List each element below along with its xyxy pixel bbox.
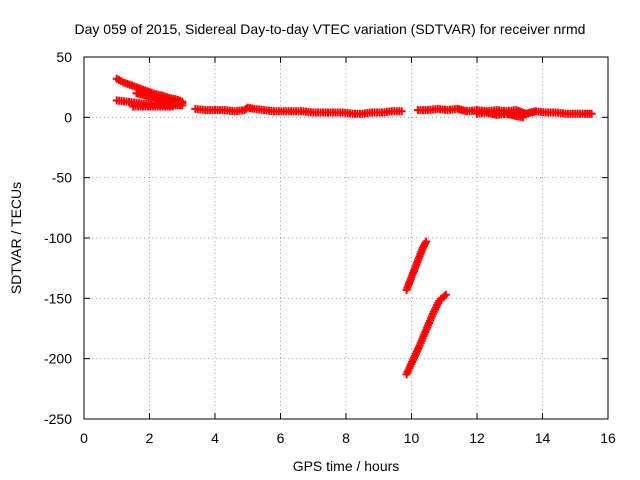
data-point [518,113,527,122]
series-arc-5 [191,103,406,118]
y-tick-label: -100 [44,230,72,246]
axis-ticks: 0 2 4 6 8 10 12 14 16 50 0 -50 -100 -150 -200 -250 [44,49,616,446]
series-descent-2 [402,290,450,379]
x-tick-label: 6 [277,430,285,446]
x-axis-label: GPS time / hours [293,458,400,474]
data-point [397,107,406,116]
data-point [178,98,187,107]
data-point [587,109,596,118]
x-tick-label: 4 [211,430,219,446]
x-tick-label: 14 [535,430,551,446]
x-tick-label: 8 [342,430,350,446]
y-tick-label: -250 [44,411,72,427]
x-tick-label: 0 [80,430,88,446]
data-point [440,292,449,301]
plot-frame [83,56,609,420]
y-tick-label: -50 [52,170,72,186]
data-points [112,74,596,379]
y-axis-label: SDTVAR / TECUs [8,182,24,294]
y-tick-label: 0 [64,109,72,125]
series-arc-4 [132,89,187,107]
series-descent-1 [402,237,431,294]
series-arc-7 [473,108,527,122]
x-tick-label: 10 [404,430,420,446]
y-tick-label: -150 [44,290,72,306]
y-tick-label: -200 [44,351,72,367]
x-tick-label: 2 [146,430,154,446]
x-tick-label: 16 [600,430,616,446]
chart-title: Day 059 of 2015, Sidereal Day-to-day VTE… [75,21,586,37]
data-point [441,290,450,299]
y-tick-label: 50 [56,49,72,65]
x-tick-label: 12 [469,430,485,446]
series-arc-3 [129,102,177,111]
data-point [422,237,431,246]
